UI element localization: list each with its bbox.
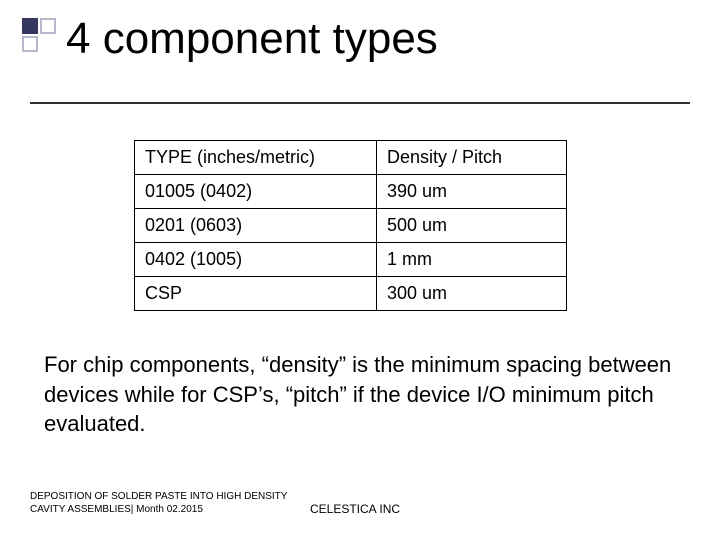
table-cell: 300 um (377, 277, 567, 311)
title-rule (30, 102, 690, 104)
body-text: For chip components, “density” is the mi… (44, 350, 676, 439)
table-cell: 1 mm (377, 243, 567, 277)
table-row: CSP 300 um (135, 277, 567, 311)
table-cell: 500 um (377, 209, 567, 243)
slide-title: 4 component types (66, 14, 690, 64)
footer-left: DEPOSITION OF SOLDER PASTE INTO HIGH DEN… (30, 491, 310, 516)
table-header-cell: TYPE (inches/metric) (135, 141, 377, 175)
table-cell: 01005 (0402) (135, 175, 377, 209)
table-cell: CSP (135, 277, 377, 311)
table-row: 0201 (0603) 500 um (135, 209, 567, 243)
table-cell: 0402 (1005) (135, 243, 377, 277)
title-accent-icon (22, 18, 56, 52)
component-table: TYPE (inches/metric) Density / Pitch 010… (134, 140, 567, 311)
table-row: 0402 (1005) 1 mm (135, 243, 567, 277)
table-row: 01005 (0402) 390 um (135, 175, 567, 209)
footer-center: CELESTICA INC (310, 502, 400, 516)
title-wrap: 4 component types (66, 14, 690, 64)
table-cell: 390 um (377, 175, 567, 209)
table-header-cell: Density / Pitch (377, 141, 567, 175)
slide: 4 component types TYPE (inches/metric) D… (0, 0, 720, 540)
table-row: TYPE (inches/metric) Density / Pitch (135, 141, 567, 175)
table-cell: 0201 (0603) (135, 209, 377, 243)
